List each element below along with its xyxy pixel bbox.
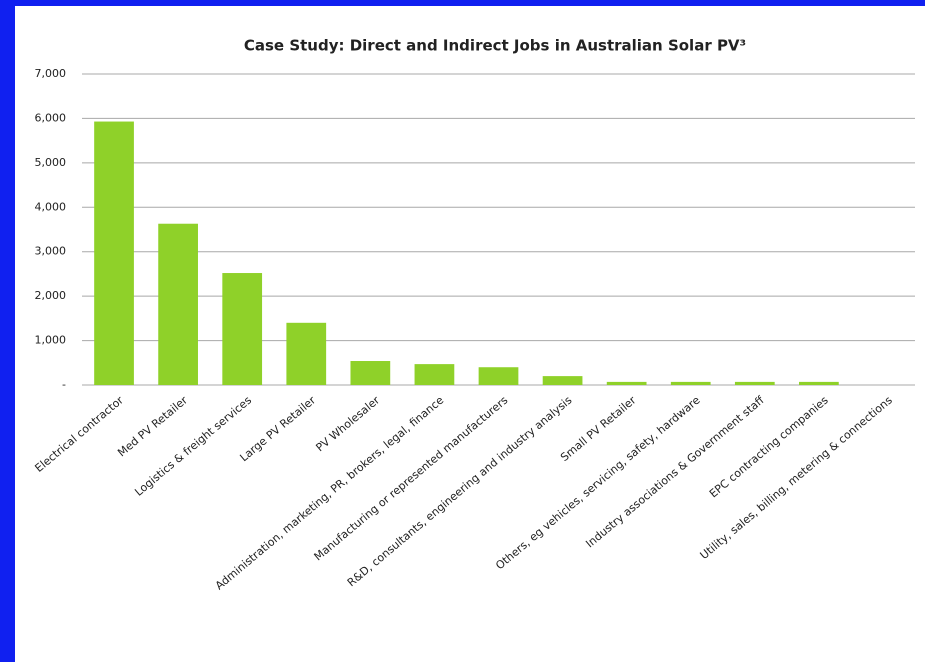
bar	[158, 223, 198, 385]
y-tick-label: 5,000	[35, 156, 67, 169]
x-tick-label: Logistics & freight services	[132, 393, 254, 498]
y-tick-label: 4,000	[35, 200, 67, 213]
bar	[670, 381, 711, 385]
x-tick-label: Electrical contractor	[33, 393, 127, 475]
bar	[542, 376, 583, 385]
x-tick-label: R&D, consultants, engineering and indust…	[345, 393, 575, 589]
bar	[478, 367, 519, 385]
y-tick-label: 1,000	[35, 334, 67, 347]
x-tick-label: Administration, marketing, PR, brokers, …	[213, 393, 447, 592]
bar	[350, 361, 391, 385]
chart-title: Case Study: Direct and Indirect Jobs in …	[244, 37, 746, 55]
y-tick-label: 7,000	[35, 67, 67, 80]
y-tick-label: 2,000	[35, 289, 67, 302]
bar	[606, 381, 647, 385]
y-tick-label: 6,000	[35, 111, 67, 124]
x-tick-label: EPC contracting companies	[707, 393, 831, 500]
x-tick-label: PV Wholesaler	[313, 393, 382, 454]
y-tick-label: -	[62, 378, 66, 391]
bar	[222, 273, 263, 385]
bar	[94, 121, 134, 385]
y-tick-label: 3,000	[35, 245, 67, 258]
bar	[799, 381, 839, 385]
bar	[286, 322, 327, 385]
bar	[734, 381, 775, 385]
bar	[414, 364, 455, 385]
